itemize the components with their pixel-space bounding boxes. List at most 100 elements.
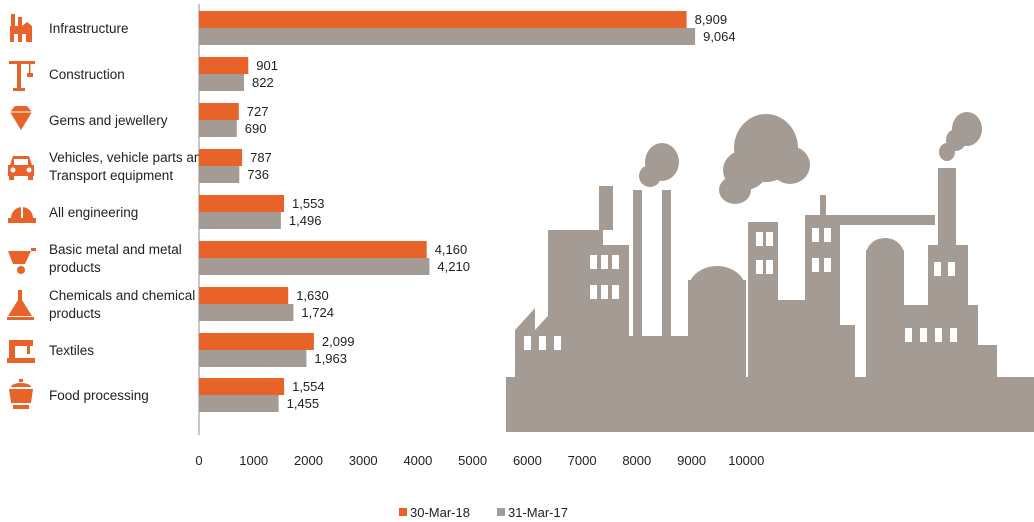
x-tick-label: 1000	[239, 453, 268, 468]
value-label-30-mar-18-gems-and-jewellery: 727	[247, 104, 269, 119]
x-tick-label: 9000	[677, 453, 706, 468]
bar-30-mar-18-basic-metal-and-metal-products	[199, 241, 427, 258]
bar-31-mar-17-chemicals-and-chemical-products	[199, 304, 294, 321]
factory-shape	[975, 345, 997, 377]
factory-window	[612, 255, 619, 269]
value-label-31-mar-17-food-processing: 1,455	[287, 396, 320, 411]
factory-window	[756, 260, 763, 274]
bar-30-mar-18-all-engineering	[199, 195, 284, 212]
factory-shape	[719, 176, 751, 204]
value-label-31-mar-17-textiles: 1,963	[314, 351, 347, 366]
category-label-chemicals-and-chemical-products: Chemicals and chemical	[49, 288, 195, 303]
factory-window	[601, 285, 608, 299]
x-tick-label: 5000	[458, 453, 487, 468]
bar-30-mar-18-chemicals-and-chemical-products	[199, 287, 289, 304]
bar-31-mar-17-food-processing	[199, 395, 279, 412]
legend: 30-Mar-18 31-Mar-17	[399, 505, 568, 520]
bars	[199, 11, 696, 412]
x-tick-label: 2000	[294, 453, 323, 468]
bar-31-mar-17-basic-metal-and-metal-products	[199, 258, 430, 275]
value-label-31-mar-17-vehicles-vehicle-parts-and-transport-equipment: 736	[247, 167, 269, 182]
factory-window	[590, 255, 597, 269]
cooking-pot-icon	[9, 379, 33, 409]
factory-window	[539, 336, 546, 350]
factory-shape	[599, 186, 613, 230]
bar-31-mar-17-vehicles-vehicle-parts-and-transport-equipment	[199, 166, 240, 183]
legend-label-30-mar-18: 30-Mar-18	[410, 505, 470, 520]
factory-shape	[625, 336, 693, 377]
bar-31-mar-17-construction	[199, 74, 244, 91]
category-label-vehicles-vehicle-parts-and-transport-equipment: Transport equipment	[49, 168, 173, 183]
factory-window	[601, 255, 608, 269]
car-icon	[8, 156, 34, 180]
bar-30-mar-18-textiles	[199, 333, 314, 350]
factory-window	[756, 232, 763, 246]
factory-illustration	[506, 112, 1034, 432]
x-axis-ticks: 0 1000 2000 3000 4000 5000 6000 7000 8000 9000 100…	[195, 453, 764, 468]
factory-window	[948, 262, 955, 276]
factory-shape	[938, 168, 956, 258]
x-tick-label: 3000	[349, 453, 378, 468]
value-label-31-mar-17-basic-metal-and-metal-products: 4,210	[437, 259, 470, 274]
value-label-31-mar-17-chemicals-and-chemical-products: 1,724	[301, 305, 334, 320]
bar-30-mar-18-infrastructure	[199, 11, 687, 28]
wheelbarrow-icon	[8, 248, 36, 274]
factory-window	[950, 328, 957, 342]
category-label-basic-metal-and-metal-products: Basic metal and metal	[49, 242, 182, 257]
factory-shape	[840, 215, 935, 225]
factory-window	[554, 336, 561, 350]
category-label-textiles: Textiles	[49, 343, 94, 358]
bar-30-mar-18-food-processing	[199, 378, 285, 395]
sewing-machine-icon	[7, 340, 35, 363]
value-label-31-mar-17-gems-and-jewellery: 690	[245, 121, 267, 136]
value-label-30-mar-18-food-processing: 1,554	[292, 379, 325, 394]
category-label-food-processing: Food processing	[49, 388, 149, 403]
factory-window	[905, 328, 912, 342]
hardhat-icon	[8, 206, 36, 223]
value-labels: 8,909 901 727 787 1,553 4,160 1,630 2,099 1,554 9…	[245, 12, 736, 411]
x-tick-label: 6000	[513, 453, 542, 468]
factory-window	[812, 228, 819, 242]
category-label-infrastructure: Infrastructure	[49, 21, 129, 36]
value-label-30-mar-18-chemicals-and-chemical-products: 1,630	[296, 288, 329, 303]
x-tick-label: 10000	[728, 453, 764, 468]
factory-window	[812, 258, 819, 272]
bar-31-mar-17-textiles	[199, 350, 307, 367]
factory-window	[612, 285, 619, 299]
category-labels: Infrastructure Construction Gems and jewel…	[49, 21, 209, 403]
value-label-30-mar-18-construction: 901	[256, 58, 278, 73]
x-tick-label: 0	[195, 453, 202, 468]
factory-window	[824, 228, 831, 242]
x-tick-label: 4000	[403, 453, 432, 468]
crane-icon	[9, 61, 35, 91]
factory-window	[935, 328, 942, 342]
legend-label-31-mar-17: 31-Mar-17	[508, 505, 568, 520]
bar-31-mar-17-infrastructure	[199, 28, 696, 45]
value-label-31-mar-17-infrastructure: 9,064	[703, 29, 736, 44]
category-label-chemicals-and-chemical-products: products	[49, 306, 101, 321]
diamond-icon	[10, 106, 32, 130]
category-label-all-engineering: All engineering	[49, 205, 138, 220]
factory-window	[824, 258, 831, 272]
factory-shape	[820, 195, 826, 325]
factory-window	[766, 260, 773, 274]
factory-shape	[639, 165, 661, 187]
value-label-30-mar-18-vehicles-vehicle-parts-and-transport-equipment: 787	[250, 150, 272, 165]
category-label-construction: Construction	[49, 67, 125, 82]
factory-shape	[939, 143, 955, 161]
factory-shape	[688, 266, 746, 314]
value-label-30-mar-18-textiles: 2,099	[322, 334, 355, 349]
x-tick-label: 8000	[622, 453, 651, 468]
factory-shape	[662, 190, 671, 340]
category-label-basic-metal-and-metal-products: products	[49, 260, 101, 275]
factory-window	[934, 262, 941, 276]
bar-30-mar-18-construction	[199, 57, 249, 74]
bar-30-mar-18-gems-and-jewellery	[199, 103, 239, 120]
factory-window	[920, 328, 927, 342]
value-label-31-mar-17-all-engineering: 1,496	[289, 213, 322, 228]
factory-shape	[506, 377, 1034, 432]
factory-shape	[833, 325, 855, 377]
bar-30-mar-18-vehicles-vehicle-parts-and-transport-equipment	[199, 149, 243, 166]
factory-window	[524, 336, 531, 350]
factory-window	[766, 232, 773, 246]
